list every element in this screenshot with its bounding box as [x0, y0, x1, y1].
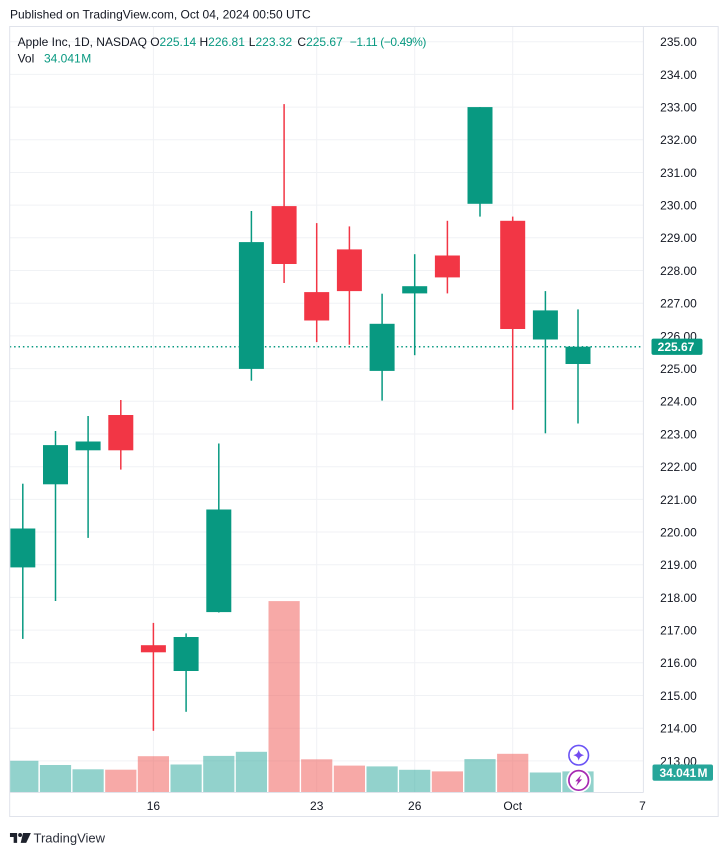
- svg-text:−1.11 (−0.49%): −1.11 (−0.49%): [350, 35, 427, 49]
- svg-text:Apple Inc, 1D, NASDAQ: Apple Inc, 1D, NASDAQ: [18, 35, 147, 49]
- svg-text:Published on TradingView.com,: Published on TradingView.com, Oct 04, 20…: [10, 8, 311, 22]
- svg-text:219.00: 219.00: [660, 558, 697, 572]
- svg-text:218.00: 218.00: [660, 591, 697, 605]
- svg-text:C225.67: C225.67: [297, 35, 343, 49]
- svg-text:216.00: 216.00: [660, 656, 697, 670]
- svg-text:217.00: 217.00: [660, 624, 697, 638]
- svg-text:227.00: 227.00: [660, 297, 697, 311]
- svg-text:O225.14: O225.14: [150, 35, 196, 49]
- svg-text:215.00: 215.00: [660, 689, 697, 703]
- svg-text:H226.81: H226.81: [200, 35, 246, 49]
- svg-text:235.00: 235.00: [660, 35, 697, 49]
- svg-text:16: 16: [147, 799, 161, 813]
- svg-text:225.67: 225.67: [658, 340, 695, 354]
- svg-text:222.00: 222.00: [660, 460, 697, 474]
- svg-text:233.00: 233.00: [660, 101, 697, 115]
- svg-text:7: 7: [639, 799, 646, 813]
- svg-text:M: M: [698, 766, 708, 780]
- svg-text:26: 26: [408, 799, 422, 813]
- svg-text:Oct: Oct: [503, 799, 522, 813]
- svg-text:224.00: 224.00: [660, 395, 697, 409]
- svg-text:221.00: 221.00: [660, 493, 697, 507]
- svg-text:223.00: 223.00: [660, 427, 697, 441]
- svg-text:TradingView: TradingView: [34, 831, 106, 846]
- svg-text:L223.32: L223.32: [249, 35, 293, 49]
- svg-text:23: 23: [310, 799, 324, 813]
- svg-text:230.00: 230.00: [660, 199, 697, 213]
- svg-text:231.00: 231.00: [660, 166, 697, 180]
- svg-text:228.00: 228.00: [660, 264, 697, 278]
- svg-text:Vol: Vol: [18, 52, 35, 66]
- svg-text:214.00: 214.00: [660, 722, 697, 736]
- svg-text:232.00: 232.00: [660, 133, 697, 147]
- svg-text:M: M: [81, 52, 91, 66]
- svg-text:220.00: 220.00: [660, 525, 697, 539]
- svg-text:229.00: 229.00: [660, 231, 697, 245]
- svg-text:34.041: 34.041: [44, 52, 81, 66]
- svg-text:225.00: 225.00: [660, 362, 697, 376]
- svg-text:34.041: 34.041: [660, 766, 697, 780]
- svg-text:234.00: 234.00: [660, 68, 697, 82]
